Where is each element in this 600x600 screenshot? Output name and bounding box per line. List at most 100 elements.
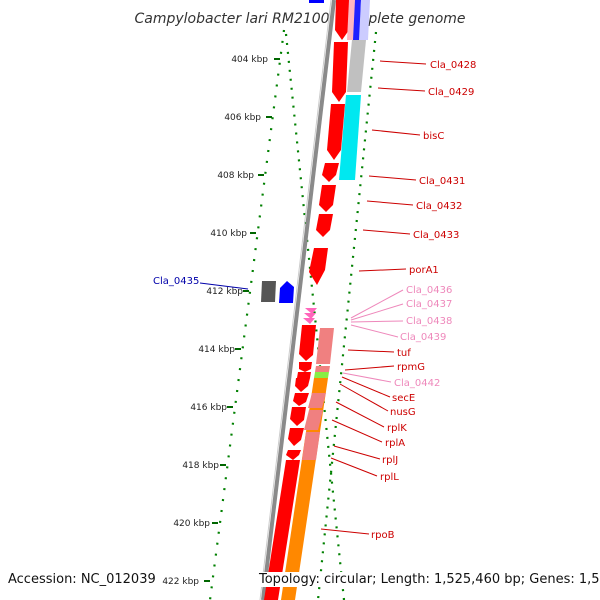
gene-label: rplL — [380, 472, 399, 483]
gene-label: Cla_0437 — [406, 299, 452, 310]
cds-arrow — [332, 42, 348, 102]
tick-label: 404 kbp — [231, 55, 268, 65]
leader-line — [358, 268, 407, 272]
salmon-band-5 — [302, 432, 320, 460]
leader-line — [199, 282, 249, 290]
gene-label: rplA — [385, 438, 405, 449]
cds-arrow — [322, 163, 339, 182]
gene-label: Cla_0432 — [416, 201, 462, 212]
cds-arrow — [290, 407, 306, 426]
gene-label: Cla_0438 — [406, 316, 452, 327]
cds-arrow — [303, 318, 315, 324]
gene-label: Cla_0428 — [430, 60, 476, 71]
cds-arrow — [327, 104, 345, 160]
cds-arrow — [335, 0, 350, 40]
cds-arrow — [309, 248, 328, 285]
tick-label: 410 kbp — [210, 229, 247, 239]
tick-label: 422 kbp — [162, 577, 199, 587]
reverse-cds-arrow — [279, 281, 294, 303]
leader-lines — [199, 60, 427, 535]
gene-label: secE — [392, 393, 415, 404]
gene-label: Cla_0433 — [413, 230, 459, 241]
grey-band — [347, 40, 366, 92]
forward-cds-track — [264, 0, 350, 600]
accession-text: Accession: NC_012039 — [8, 572, 156, 587]
leader-line — [341, 376, 391, 398]
gene-label: nusG — [390, 407, 416, 418]
lilac-band — [359, 0, 370, 40]
leader-line — [379, 60, 427, 65]
leader-line — [368, 175, 417, 181]
cds-arrow — [299, 325, 316, 361]
green-band — [314, 372, 329, 378]
gene-label: Cla_0431 — [419, 176, 465, 187]
leader-line — [339, 383, 389, 412]
leader-line — [350, 320, 404, 323]
cds-arrow — [288, 428, 304, 446]
gene-label: Cla_0436 — [406, 285, 452, 296]
backbone-outer — [261, 0, 336, 600]
blue-band — [353, 0, 361, 40]
gene-label: rpoB — [371, 530, 395, 541]
tick-label: 418 kbp — [182, 461, 219, 471]
leader-line — [330, 457, 378, 477]
cyan-band — [339, 95, 361, 180]
gene-label: rplJ — [382, 455, 398, 466]
cds-arrow — [316, 214, 333, 237]
cds-arrow — [305, 308, 317, 314]
salmon-band-4 — [304, 410, 323, 430]
leader-line — [362, 229, 411, 235]
reverse-cds-arrow — [309, 0, 324, 3]
tick-label: 420 kbp — [173, 519, 210, 529]
feature-bands — [281, 0, 370, 600]
reverse-cds-track — [261, 0, 324, 303]
tick-label: 408 kbp — [217, 171, 254, 181]
gene-labels: Cla_0428 Cla_0429 bisC Cla_0431 Cla_0432… — [153, 60, 476, 541]
leader-line — [350, 324, 399, 338]
gene-label: Cla_0429 — [428, 87, 474, 98]
leader-line — [371, 129, 421, 136]
gene-label: Cla_0442 — [394, 378, 440, 389]
map-title: Campylobacter lari RM2100, complete geno… — [134, 11, 465, 27]
cds-arrow — [299, 362, 312, 372]
cds-arrow — [295, 378, 310, 392]
pink-cds-cluster — [303, 308, 317, 324]
salmon-band-1 — [316, 328, 334, 364]
cds-arrow — [293, 393, 309, 406]
cds-arrow — [319, 185, 336, 212]
gene-label: bisC — [423, 131, 444, 142]
gene-label: rpmG — [397, 362, 425, 373]
cds-arrow — [286, 450, 301, 460]
tick-scale-dots — [208, 29, 286, 600]
tick-marks — [204, 58, 280, 582]
leader-line — [342, 372, 392, 383]
leader-line — [347, 349, 395, 353]
gene-label: Cla_0435 — [153, 276, 199, 287]
leader-line — [333, 445, 381, 460]
gene-label: porA1 — [409, 265, 439, 276]
leader-line — [320, 528, 370, 535]
gene-label: tuf — [397, 348, 411, 359]
leader-line — [366, 200, 414, 206]
leader-line — [344, 365, 395, 371]
topology-text: Topology: circular; Length: 1,525,460 bp… — [259, 572, 600, 587]
tick-label: 414 kbp — [198, 345, 235, 355]
gene-label: Cla_0439 — [400, 332, 446, 343]
leader-line — [377, 87, 426, 92]
tick-label: 416 kbp — [190, 403, 227, 413]
backbone-inner — [259, 0, 332, 600]
grey-block — [261, 281, 276, 302]
leader-line — [350, 289, 404, 319]
leader-line — [350, 303, 404, 321]
cds-arrow — [304, 313, 316, 319]
gene-label: rplK — [387, 423, 407, 434]
salmon-band-2 — [315, 366, 330, 372]
leader-line — [331, 419, 383, 443]
tick-label: 412 kbp — [206, 287, 243, 297]
tick-labels: 404 kbp 406 kbp 408 kbp 410 kbp 412 kbp … — [162, 55, 268, 587]
salmon-band-3 — [308, 393, 326, 408]
tick-label: 406 kbp — [224, 113, 261, 123]
leader-line — [335, 401, 385, 428]
cds-arrow — [264, 460, 300, 600]
